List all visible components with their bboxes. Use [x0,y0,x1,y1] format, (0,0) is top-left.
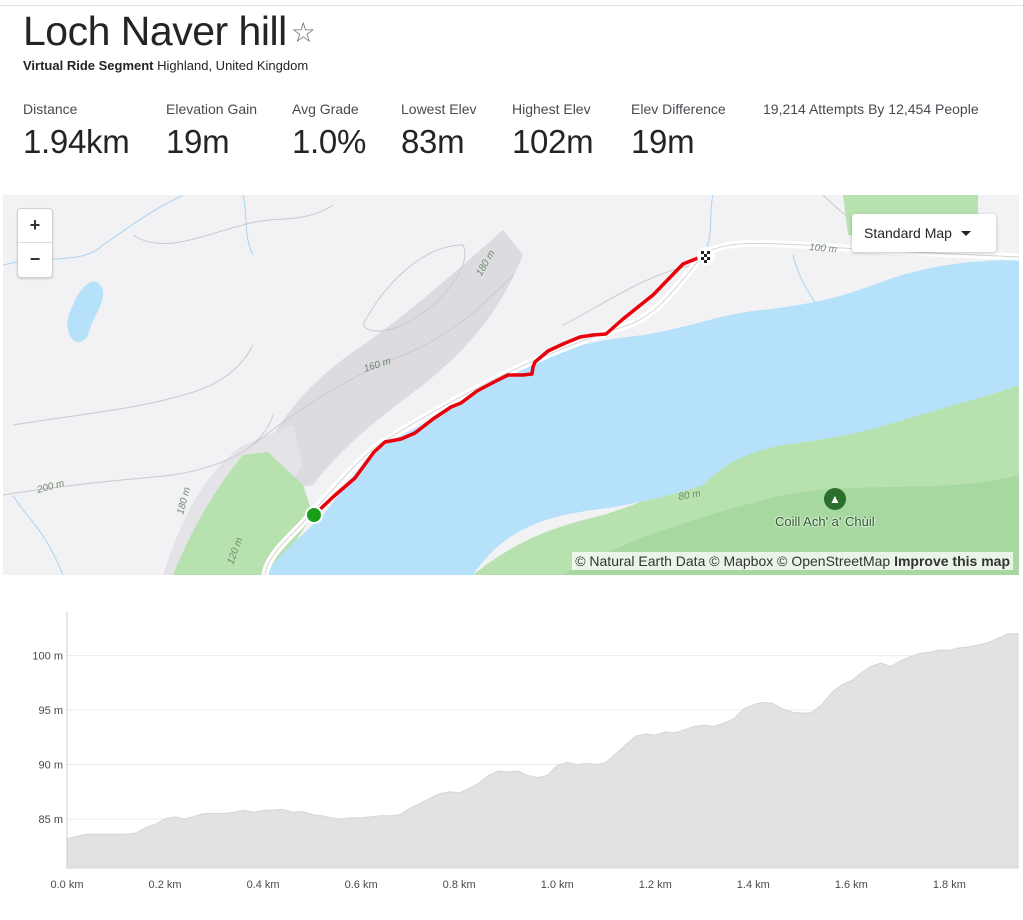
x-tick-label: 0.2 km [149,879,182,891]
segment-location: Highland, United Kingdom [157,58,309,73]
zoom-in-button[interactable]: + [29,215,41,235]
stat-value: 102m [512,123,594,160]
stat-avg-grade: Avg Grade 1.0% [292,101,366,161]
stat-elev-difference: Elev Difference 19m [631,101,726,161]
elevation-chart[interactable]: 85 m 90 m 95 m 100 m 0.0 km 0.2 km 0.4 km 0.6 … [0,600,1023,910]
y-tick-label: 95 m [39,705,63,717]
stat-label: Distance [23,101,78,117]
stat-label: Elevation Gain [166,101,258,117]
attribution-text: © Natural Earth Data © Mapbox © OpenStre… [575,553,891,569]
segment-map[interactable]: 180 m 160 m 200 m 180 m 120 m 80 m 100 m… [3,195,1019,575]
top-divider [0,5,1023,6]
x-tick-label: 0.4 km [247,879,280,891]
map-canvas[interactable]: 180 m 160 m 200 m 180 m 120 m 80 m 100 m [3,195,1019,575]
stat-value: 83m [401,123,465,160]
stat-label: Highest Elev [512,101,591,117]
x-tick-label: 1.2 km [639,879,672,891]
stat-value: 1.0% [292,123,367,160]
stat-distance: Distance 1.94km [23,101,130,161]
x-tick-label: 0.0 km [50,879,83,891]
stat-label: Elev Difference [631,101,726,117]
elevation-area[interactable] [66,633,1019,869]
segment-header: Loch Naver hill ☆ [23,8,316,54]
stat-lowest-elev: Lowest Elev 83m [401,101,476,161]
x-tick-label: 0.8 km [443,879,476,891]
attempts-count: 19,214 Attempts By 12,454 People [763,101,979,117]
contour-label: 100 m [809,242,838,255]
y-tick-label: 100 m [32,651,63,663]
x-tick-label: 1.8 km [933,879,966,891]
tree-icon[interactable]: ▲ [824,488,846,510]
small-lake [67,281,104,342]
loch-naver [265,260,1019,575]
zoom-out-button[interactable]: − [18,242,52,276]
stat-value: 19m [631,123,695,160]
hill-shade [243,230,523,495]
y-tick-label: 90 m [39,760,63,772]
stat-label: Lowest Elev [401,101,477,117]
segment-route[interactable] [312,256,699,517]
x-tick-label: 0.6 km [345,879,378,891]
map-attribution: © Natural Earth Data © Mapbox © OpenStre… [572,552,1013,570]
stat-label: Avg Grade [292,101,359,117]
map-type-dropdown[interactable]: Standard Map [852,214,996,252]
x-tick-label: 1.0 km [541,879,574,891]
stat-value: 19m [166,123,230,160]
stat-highest-elev: Highest Elev 102m [512,101,594,161]
segment-subtitle: Virtual Ride Segment Highland, United Ki… [23,58,308,73]
map-type-label: Standard Map [864,225,952,241]
finish-flag-icon[interactable] [697,247,715,265]
contour-label: 80 m [678,488,702,503]
road-edge [264,242,1019,575]
x-tick-label: 1.6 km [835,879,868,891]
forest-area [563,475,1019,575]
poi-label[interactable]: Coill Ach' a' Chùil [775,514,875,529]
x-tick-label: 1.4 km [737,879,770,891]
caret-down-icon [960,230,971,236]
stat-elevation-gain: Elevation Gain 19m [166,101,257,161]
start-marker[interactable] [307,508,321,522]
stat-value: 1.94km [23,123,130,160]
improve-map-link[interactable]: Improve this map [894,553,1010,569]
segment-title: Loch Naver hill [23,8,287,54]
zoom-controls: + − [17,208,53,278]
y-tick-label: 85 m [39,814,63,826]
star-icon[interactable]: ☆ [290,17,316,48]
segment-type: Virtual Ride Segment [23,58,154,73]
